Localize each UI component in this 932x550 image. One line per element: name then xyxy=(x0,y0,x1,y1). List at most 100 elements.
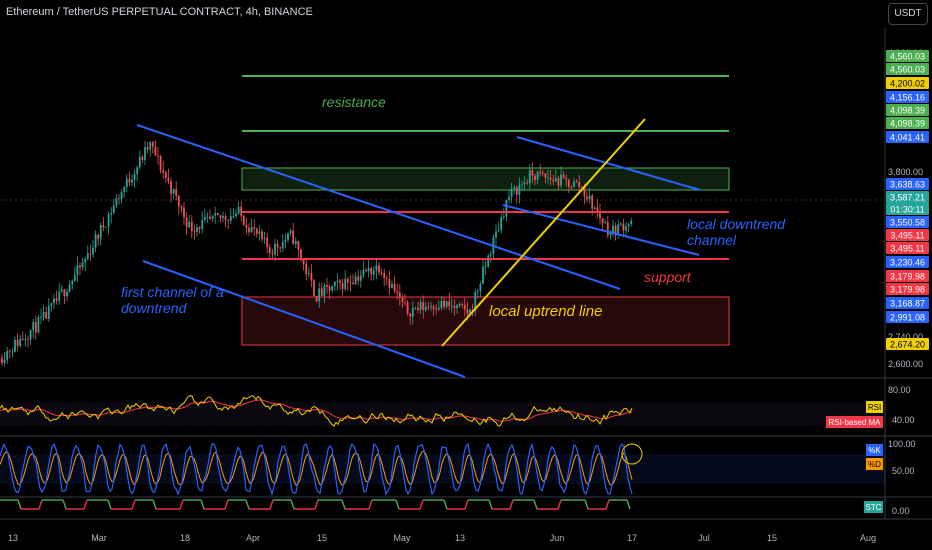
candle-body xyxy=(292,230,295,245)
candle-body xyxy=(29,330,32,340)
time-axis-tick: Apr xyxy=(246,533,260,543)
time-axis-tick: 17 xyxy=(627,533,637,543)
candle-body xyxy=(359,275,362,281)
candle-body xyxy=(245,224,248,228)
candle-body xyxy=(305,264,308,275)
time-axis-tick: Mar xyxy=(91,533,107,543)
price-label-bg xyxy=(886,256,929,268)
candle-body xyxy=(448,301,451,307)
stc-segment xyxy=(179,499,184,510)
candle-body xyxy=(385,277,388,279)
price-label: 01:30:11 xyxy=(886,203,929,215)
candle-body xyxy=(313,280,315,296)
stc-segment xyxy=(509,499,514,510)
time-axis-tick: 15 xyxy=(317,533,327,543)
candle-body xyxy=(391,283,393,288)
candle-body xyxy=(549,177,552,180)
candle-body xyxy=(128,178,131,183)
candle-body xyxy=(484,266,487,268)
candle-body xyxy=(378,265,380,273)
candle-body xyxy=(203,216,206,220)
candle-body xyxy=(557,178,560,186)
time-axis-tick: 13 xyxy=(455,533,465,543)
candle-body xyxy=(357,276,360,281)
support-zone xyxy=(241,296,730,346)
candle-body xyxy=(19,339,22,346)
candle-body xyxy=(443,300,445,307)
candle-body xyxy=(622,223,625,231)
candle-body xyxy=(625,226,627,231)
chart-title: Ethereum / TetherUS PERPETUAL CONTRACT, … xyxy=(6,6,313,18)
candle-body xyxy=(630,220,633,225)
candle-body xyxy=(456,305,458,309)
candle-body xyxy=(255,228,258,234)
candle-body xyxy=(76,265,79,275)
candle-body xyxy=(401,297,404,303)
candle-body xyxy=(370,267,373,275)
candle-body xyxy=(266,237,269,248)
candle-body xyxy=(8,351,11,353)
candle-body xyxy=(149,141,152,150)
rsi-ma-label-bg xyxy=(826,416,883,428)
candle-body xyxy=(430,306,432,308)
candle-body xyxy=(175,189,178,196)
candle-body xyxy=(206,216,209,218)
stc-segment xyxy=(626,499,631,510)
candle-body xyxy=(409,313,412,317)
candle-body xyxy=(224,216,227,220)
candle-body xyxy=(354,276,357,284)
candle-body xyxy=(583,187,586,197)
price-label: 4,041.41 xyxy=(886,131,929,143)
candle-body xyxy=(193,231,196,232)
candle-body xyxy=(331,286,334,291)
price-label-text: 3,179.98 xyxy=(890,272,925,282)
stoch-band xyxy=(0,454,885,484)
candle-body xyxy=(159,156,162,170)
candle-body xyxy=(427,306,430,308)
rsi-band xyxy=(0,402,885,426)
candle-body xyxy=(27,339,29,341)
price-label-text: 3,230.46 xyxy=(890,258,925,268)
chart-annotation: first channel of a xyxy=(121,284,224,300)
currency-button[interactable]: USDT xyxy=(888,3,928,25)
candle-body xyxy=(552,179,555,182)
chart-annotation: resistance xyxy=(322,94,386,110)
time-axis-tick: Jul xyxy=(698,533,710,543)
price-label-text: 4,156.16 xyxy=(890,93,925,103)
candle-body xyxy=(211,215,214,219)
stoch-axis-tick: 50.00 xyxy=(892,466,915,476)
price-label: 3,179.98 xyxy=(886,270,929,282)
stc-axis-tick: 0.00 xyxy=(892,506,910,516)
candle-body xyxy=(432,306,435,309)
candle-body xyxy=(21,339,24,341)
candle-body xyxy=(593,207,596,209)
price-label-text: 3,168.87 xyxy=(890,299,925,309)
price-label: 2,674.20 xyxy=(886,338,929,350)
candle-body xyxy=(450,306,453,307)
candle-body xyxy=(6,351,9,360)
candle-body xyxy=(318,288,321,302)
rsi-axis-tick: 40.00 xyxy=(892,415,915,425)
price-label-bg xyxy=(886,270,929,282)
candle-body xyxy=(411,308,414,317)
candle-body xyxy=(60,289,63,292)
price-label: 3,179.98 xyxy=(886,283,929,295)
candle-body xyxy=(570,186,573,188)
candle-body xyxy=(131,179,133,183)
candle-body xyxy=(417,307,419,311)
candle-body xyxy=(609,232,612,236)
candle-body xyxy=(328,286,331,291)
stc-segment xyxy=(38,499,43,510)
price-axis-tick: 2,740.00 xyxy=(888,332,923,342)
candle-body xyxy=(63,289,66,297)
candle-body xyxy=(42,312,45,318)
candle-body xyxy=(554,178,557,182)
price-label-bg xyxy=(886,63,929,75)
price-label-bg xyxy=(886,104,929,116)
candle-body xyxy=(495,231,497,238)
candle-body xyxy=(510,188,513,197)
candle-body xyxy=(599,210,601,219)
price-label-bg xyxy=(886,203,929,215)
rsi-axis-tick: 80.00 xyxy=(888,385,911,395)
